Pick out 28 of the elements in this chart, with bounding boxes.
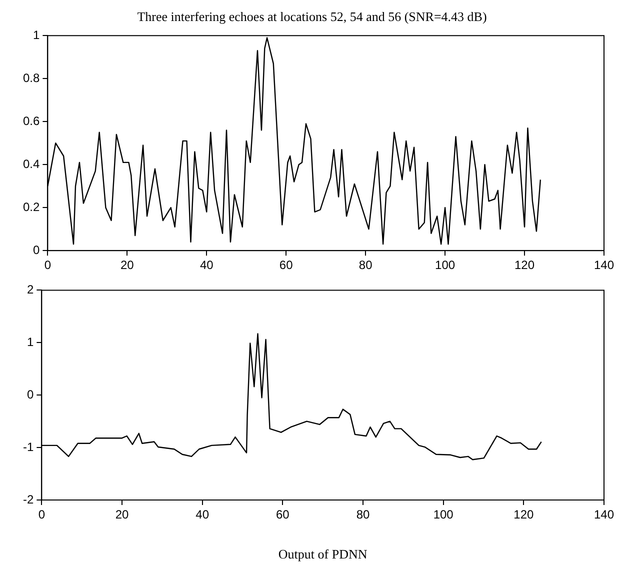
x-tick-label: 120 xyxy=(514,508,534,522)
x-tick-label: 0 xyxy=(44,258,52,272)
x-tick-label: 20 xyxy=(120,258,134,272)
x-tick-label: 120 xyxy=(514,258,535,272)
x-tick-label: 100 xyxy=(433,508,454,522)
x-tick-label: 140 xyxy=(594,258,614,272)
y-tick-label: -1 xyxy=(23,440,34,454)
chart-title: Three interfering echoes at locations 52, 54 and 56 (SNR=4.43 dB) xyxy=(137,9,487,24)
x-tick-label: 40 xyxy=(200,258,214,272)
y-tick-label: 1 xyxy=(32,28,40,42)
y-tick-label: 0.6 xyxy=(22,114,40,128)
y-tick-label: 0.2 xyxy=(22,200,40,214)
x-tick-label: 140 xyxy=(594,508,614,522)
y-tick-label: 0 xyxy=(26,387,34,402)
x-tick-label: 40 xyxy=(196,508,210,522)
y-tick-label: 0.8 xyxy=(22,70,40,85)
x-tick-label: 100 xyxy=(435,258,456,272)
x-tick-label: 20 xyxy=(115,508,129,522)
x-tick-label: 80 xyxy=(356,508,370,522)
x-axis-title: Output of PDNN xyxy=(278,546,368,562)
y-tick-label: 0 xyxy=(32,242,40,257)
y-tick-label: 0.4 xyxy=(22,156,40,171)
y-tick-label: 2 xyxy=(26,282,34,297)
x-tick-label: 60 xyxy=(276,508,290,522)
x-tick-label: 60 xyxy=(279,258,294,272)
y-tick-label: -2 xyxy=(23,492,34,506)
y-tick-label: 1 xyxy=(26,334,34,349)
x-tick-label: 80 xyxy=(358,258,373,272)
